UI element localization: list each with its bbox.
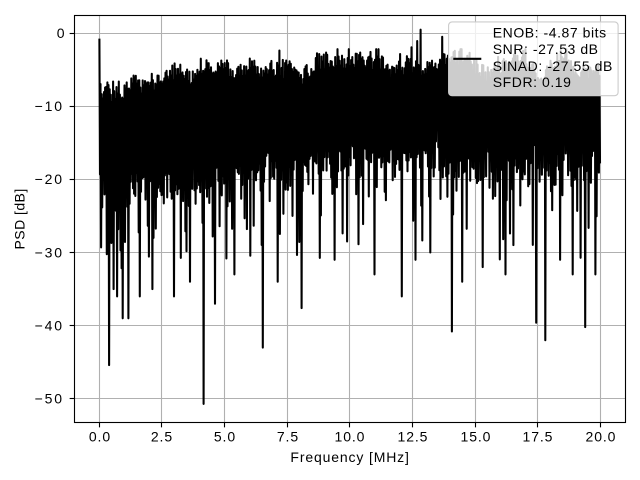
svg-text:7.5: 7.5	[277, 429, 299, 445]
svg-text:0.0: 0.0	[89, 429, 111, 445]
svg-text:5.0: 5.0	[214, 429, 236, 445]
svg-text:SINAD: -27.55 dB: SINAD: -27.55 dB	[493, 58, 613, 74]
svg-text:ENOB: -4.87 bits: ENOB: -4.87 bits	[493, 25, 607, 41]
svg-text:10.0: 10.0	[335, 429, 366, 445]
svg-text:−10: −10	[35, 98, 64, 114]
svg-text:SNR: -27.53 dB: SNR: -27.53 dB	[493, 41, 599, 57]
svg-text:−50: −50	[35, 391, 64, 407]
svg-text:12.5: 12.5	[398, 429, 429, 445]
svg-text:−40: −40	[35, 317, 64, 333]
svg-text:Frequency [MHz]: Frequency [MHz]	[290, 449, 409, 465]
svg-text:−20: −20	[35, 171, 64, 187]
svg-text:17.5: 17.5	[523, 429, 554, 445]
svg-text:15.0: 15.0	[461, 429, 492, 445]
svg-text:SFDR: 0.19: SFDR: 0.19	[493, 74, 572, 90]
svg-text:−30: −30	[35, 244, 64, 260]
svg-text:PSD [dB]: PSD [dB]	[12, 188, 28, 249]
svg-text:20.0: 20.0	[586, 429, 617, 445]
svg-text:0: 0	[57, 25, 67, 41]
svg-text:2.5: 2.5	[151, 429, 173, 445]
